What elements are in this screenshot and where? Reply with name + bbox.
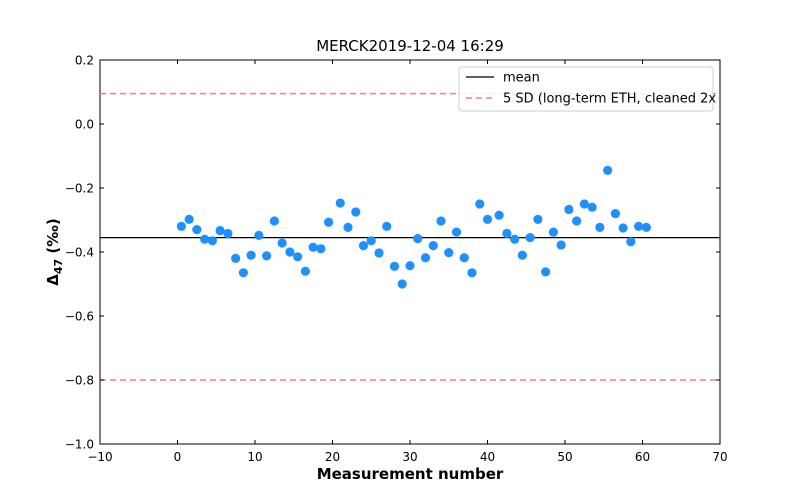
data-point [351, 207, 361, 217]
data-point [374, 248, 384, 258]
data-point [405, 261, 415, 271]
data-point [192, 225, 202, 235]
data-point [444, 248, 454, 258]
data-point [200, 234, 210, 244]
data-point [397, 279, 407, 289]
sd-lines [100, 92, 720, 381]
x-axis-label: Measurement number [317, 465, 504, 483]
data-point [246, 250, 256, 260]
data-point [579, 199, 589, 209]
data-point [382, 221, 392, 231]
data-point [238, 268, 248, 278]
data-point [389, 261, 400, 271]
x-tick-label: 60 [635, 450, 650, 464]
y-axis-label: Δ47 (‰) [44, 218, 65, 285]
data-point [269, 216, 279, 226]
x-tick-label: 0 [174, 450, 182, 464]
data-point [231, 253, 241, 263]
data-point [451, 227, 462, 237]
data-point [308, 242, 318, 252]
data-point [436, 216, 446, 226]
data-point [533, 214, 543, 224]
data-point [517, 250, 527, 260]
data-point [548, 227, 558, 237]
data-point [343, 222, 353, 232]
data-point [564, 204, 574, 215]
legend-mean-label: mean [503, 71, 540, 86]
data-point [207, 236, 217, 246]
data-point [420, 253, 431, 263]
x-tick-label: 40 [480, 450, 495, 464]
data-point [335, 198, 345, 208]
data-point [541, 267, 551, 277]
y-tick-label: −0.8 [65, 374, 94, 388]
data-point [223, 228, 233, 239]
legend: mean 5 SD (long-term ETH, cleaned 2x [458, 66, 716, 112]
data-point [262, 251, 272, 261]
data-point [254, 230, 264, 240]
data-point [482, 214, 493, 224]
data-point [634, 221, 644, 231]
data-point [316, 244, 326, 254]
x-tick-label: −10 [87, 450, 112, 464]
data-points [176, 165, 651, 289]
data-point [572, 216, 582, 226]
legend-box [458, 66, 714, 112]
y-tick-label: −0.4 [65, 246, 94, 260]
data-point [324, 217, 334, 227]
y-tick-label: 0.2 [75, 54, 94, 68]
x-axis-ticks: −10 0 10 20 30 40 50 60 70 [87, 60, 728, 464]
y-tick-label: −0.6 [65, 310, 94, 324]
data-point [510, 234, 520, 244]
x-tick-label: 10 [247, 450, 262, 464]
data-point [358, 241, 369, 251]
data-point [176, 221, 186, 231]
data-point [300, 266, 310, 276]
data-point [293, 252, 303, 262]
data-point [285, 247, 295, 257]
data-point [610, 209, 620, 219]
y-axis-ticks: −1.0 −0.8 −0.6 −0.4 −0.2 0.0 0.2 [65, 54, 720, 452]
data-point [467, 268, 477, 278]
y-axis-label-unit: (‰) [44, 218, 62, 259]
data-point [366, 236, 376, 246]
plot-area [99, 59, 721, 445]
y-tick-label: −0.2 [65, 182, 94, 196]
data-point [618, 223, 628, 233]
x-tick-label: 30 [402, 450, 417, 464]
data-point [626, 237, 636, 247]
data-point [603, 165, 613, 175]
data-point [215, 225, 225, 236]
y-axis-label-subscript: 47 [52, 259, 65, 274]
data-point [494, 210, 504, 220]
data-point [502, 228, 512, 239]
data-point [587, 202, 597, 212]
y-tick-label: 0.0 [75, 118, 94, 132]
data-point [428, 241, 438, 251]
legend-sd-label: 5 SD (long-term ETH, cleaned 2x [503, 92, 716, 107]
data-point [556, 240, 566, 250]
x-tick-label: 50 [557, 450, 572, 464]
x-tick-label: 20 [325, 450, 340, 464]
data-point [595, 222, 605, 232]
chart-title: MERCK2019-12-04 16:29 [316, 37, 504, 55]
y-axis-label-symbol: Δ [44, 274, 62, 286]
y-tick-label: −1.0 [65, 438, 94, 452]
data-point [525, 233, 535, 243]
data-point [277, 238, 287, 248]
data-point [184, 214, 194, 224]
data-point [475, 199, 485, 209]
data-point [641, 222, 651, 232]
data-point [459, 253, 469, 263]
x-tick-label: 70 [712, 450, 727, 464]
data-point [413, 233, 423, 244]
